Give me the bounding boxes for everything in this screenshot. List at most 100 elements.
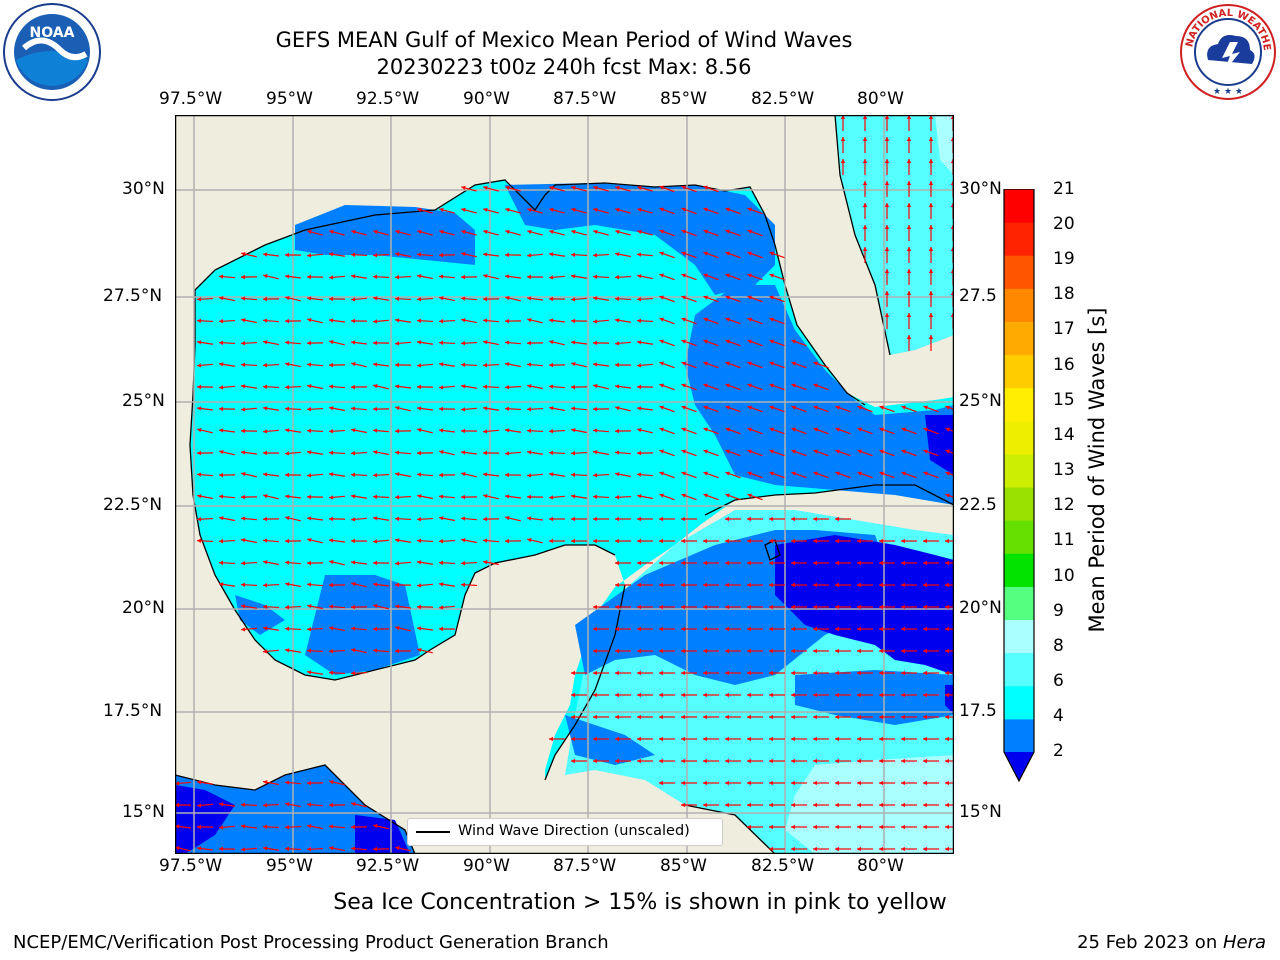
wave-direction-arrowhead [439,449,444,455]
wave-direction-arrowhead [241,627,246,632]
wave-direction-arrowhead [769,295,774,300]
wave-direction-arrowhead [351,604,355,610]
wave-direction-arrowhead [862,247,868,251]
wave-direction-arrowhead [813,471,818,476]
wave-direction-arrowhead [527,296,532,301]
wave-direction-arrowhead [549,516,553,522]
wave-direction-arrowhead [461,318,466,323]
wave-direction-arrowhead [307,847,312,852]
wave-direction-arrowhead [879,427,884,432]
wave-direction-arrowhead [884,313,890,317]
wave-direction-arrowhead [549,450,554,455]
wave-direction-arrowhead [527,407,532,412]
wave-direction-arrowhead [835,692,839,698]
wave-direction-arrowhead [747,736,751,742]
wave-direction-arrowhead [197,846,202,851]
wave-direction-arrowhead [417,626,422,631]
wave-direction-arrowhead [681,251,686,256]
wave-direction-arrowhead [681,471,686,476]
colorbar-tick: 15 [1053,390,1075,410]
chart-title: GEFS MEAN Gulf of Mexico Mean Period of … [275,28,853,52]
wave-direction-arrowhead [857,560,861,566]
wave-direction-arrowhead [791,471,796,476]
wave-direction-arrowhead [439,626,443,632]
wave-direction-arrowhead [373,846,377,852]
lon-tick: 85°W [660,89,707,109]
wave-direction-arrowhead [439,494,444,499]
wave-direction-arrowhead [417,538,422,543]
wave-direction-arrowhead [835,736,839,742]
wave-direction-arrowhead [681,339,686,344]
wave-direction-arrowhead [571,297,576,302]
wave-direction-arrowhead [351,671,356,676]
wave-direction-arrowhead [615,384,620,389]
colorbar-outline [1003,189,1035,783]
wave-direction-arrowhead [241,384,246,389]
wave-direction-arrowhead [835,780,839,786]
wave-direction-arrowhead [725,207,730,212]
wave-direction-arrowhead [263,493,268,499]
wave-direction-arrowhead [307,670,312,675]
wave-direction-arrowhead [439,539,444,544]
wave-direction-arrowhead [813,361,818,366]
wave-direction-arrowhead [461,561,466,566]
colorbar-cell [1004,222,1034,256]
wave-direction-arrowhead [769,383,774,388]
wave-direction-arrowhead [791,383,796,388]
colorbar-title: Mean Period of Wind Waves [s] [1085,307,1109,633]
wave-direction-arrowhead [928,159,934,163]
wave-direction-arrowhead [747,626,751,632]
wave-direction-arrowhead [879,692,883,698]
wave-direction-arrowhead [681,273,686,278]
wave-direction-arrowhead [835,449,840,454]
wave-direction-arrowhead [549,185,554,191]
wave-direction-arrowhead [483,207,488,213]
wave-direction-arrowhead [197,472,202,477]
wave-direction-arrowhead [769,361,774,366]
wave-direction-arrowhead [285,626,290,631]
wave-direction-arrowhead [593,383,598,389]
wave-direction-arrowhead [862,225,868,229]
wave-direction-arrowhead [593,319,598,324]
wave-direction-arrowhead [505,538,509,544]
wave-direction-arrowhead [769,516,773,522]
wave-direction-arrowhead [681,229,686,234]
wave-direction-arrowhead [197,494,202,499]
colorbar-tick: 17 [1053,319,1075,339]
wave-direction-arrowhead [527,450,532,455]
wave-direction-arrowhead [615,670,619,676]
wave-direction-arrowhead [395,341,400,346]
wave-direction-arrowhead [307,428,312,433]
wave-direction-arrowhead [329,339,334,345]
wave-direction-arrowhead [725,560,729,566]
wave-direction-arrowhead [703,405,708,410]
wave-direction-arrowhead [439,428,444,433]
wave-direction-arrowhead [285,318,289,324]
wave-direction-arrowhead [725,251,730,256]
wave-direction-arrowhead [923,538,927,544]
wave-direction-arrowhead [923,758,927,764]
wave-direction-arrowhead [505,185,510,191]
lat-tick: 15°N [122,802,165,822]
wave-direction-arrowhead [879,736,883,742]
wave-direction-arrowhead [769,339,774,344]
wave-direction-arrowhead [549,736,553,742]
colorbar-tick: 12 [1053,495,1075,515]
wave-direction-arrowhead [307,407,312,412]
producer-credit: NCEP/EMC/Verification Post Processing Pr… [13,932,609,953]
wave-direction-arrowhead [307,473,312,478]
wave-direction-arrowhead [791,626,795,632]
wave-direction-arrowhead [791,405,796,410]
wave-direction-arrowhead [637,582,641,588]
wave-direction-arrowhead [373,582,378,587]
wave-direction-arrowhead [835,670,839,676]
wave-direction-arrowhead [747,405,752,410]
colorbar-cell [1004,685,1034,720]
wave-direction-arrowhead [901,736,905,742]
wave-direction-arrowhead [263,340,268,345]
wave-direction-arrowhead [928,181,934,185]
wave-direction-arrowhead [571,692,575,698]
wave-direction-arrowhead [879,780,883,786]
wave-direction-arrowhead [791,427,796,432]
wave-direction-arrowhead [593,692,597,698]
